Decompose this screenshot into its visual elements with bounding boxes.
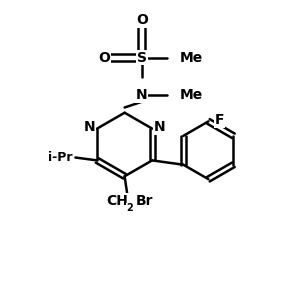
Text: Br: Br [136,194,153,208]
Text: Me: Me [180,51,203,65]
Text: 2: 2 [126,203,133,213]
Text: i-Pr: i-Pr [48,151,72,164]
Text: N: N [84,120,95,134]
Text: Me: Me [180,88,203,102]
Text: N: N [136,88,148,102]
Text: O: O [99,51,110,65]
Text: S: S [137,51,147,65]
Text: O: O [136,13,148,27]
Text: N: N [154,120,165,134]
Text: CH: CH [107,194,128,208]
Text: F: F [215,113,224,127]
